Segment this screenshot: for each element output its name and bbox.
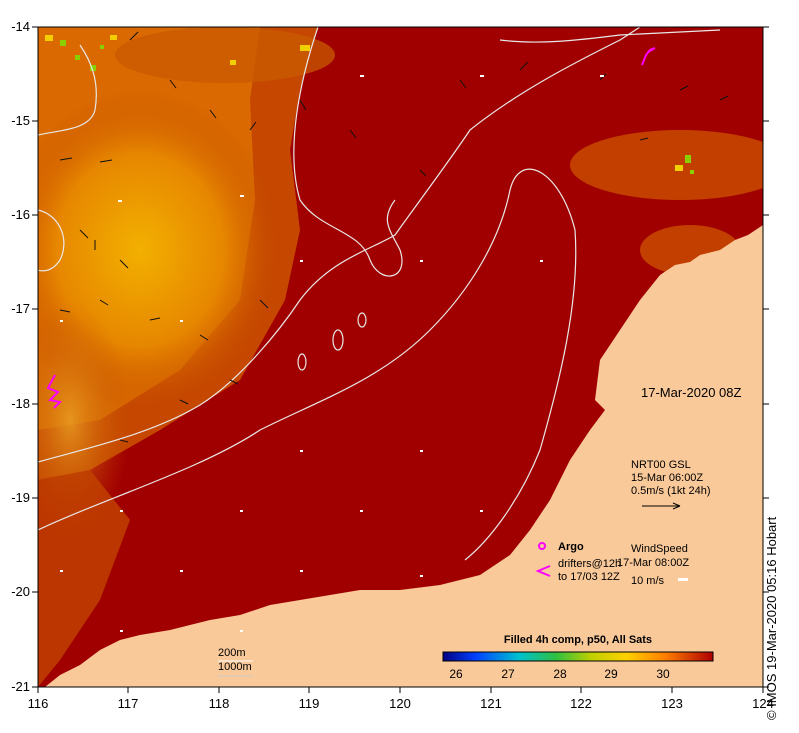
lon-tick-118: 118: [209, 696, 230, 711]
lat-tick-21: -21: [11, 679, 30, 694]
current-legend: NRT00 GSL 15-Mar 06:00Z 0.5m/s (1kt 24h): [631, 459, 710, 497]
drifter-icon: [535, 565, 551, 577]
current-legend-line-3: 0.5m/s (1kt 24h): [631, 485, 710, 497]
contour-200m: [38, 27, 641, 463]
lat-tick-17: -17: [11, 301, 30, 316]
date-label: 17-Mar-2020 08Z: [641, 385, 741, 400]
lon-tick-122: 122: [570, 696, 592, 711]
lat-tick-15: -15: [11, 113, 30, 128]
yellow-speckles: [45, 35, 683, 171]
colorbar-tick-29: 29: [604, 667, 618, 681]
colorbar-tick-30: 30: [656, 667, 670, 681]
contour-nw: [38, 44, 97, 136]
current-legend-line-2: 15-Mar 06:00Z: [631, 472, 703, 484]
warm-patch-north: [115, 27, 335, 83]
land-australia: [45, 225, 763, 687]
lat-tick-18: -18: [11, 396, 30, 411]
colorbar-title: Filled 4h comp, p50, All Sats: [504, 634, 652, 646]
current-vectors: [59, 31, 729, 443]
credit-label: © IMOS 19-Mar-2020 05:16 Hobart: [764, 516, 779, 720]
argo-legend: Argo: [538, 541, 584, 553]
wind-scale-marker: [678, 578, 688, 581]
lat-tick-14: -14: [11, 19, 30, 34]
contour-1000m: [38, 168, 577, 561]
contour-shelf: [293, 27, 403, 277]
wind-legend-line-2: 17-Mar 08:00Z: [617, 557, 689, 569]
current-legend-line-1: NRT00 GSL: [631, 459, 691, 471]
argo-icon: [538, 542, 546, 550]
colorbar-tick-27: 27: [501, 667, 515, 681]
argo-label: Argo: [558, 541, 584, 553]
contour-north: [499, 29, 721, 43]
lon-tick-117: 117: [118, 696, 139, 711]
drifter-tracks: [46, 47, 656, 409]
lon-axis: 116 117 118 119 120 121 122 123 124: [28, 696, 774, 711]
contour-legend: 200m 1000m: [218, 647, 253, 677]
wind-markers: [60, 75, 604, 632]
colorbar-tick-26: 26: [449, 667, 463, 681]
colorbar-tick-28: 28: [553, 667, 567, 681]
high-sst-speckles: [60, 40, 694, 174]
lat-tick-19: -19: [11, 490, 30, 505]
lon-tick-123: 123: [661, 696, 683, 711]
warm-patch-ne: [570, 130, 763, 200]
current-scale-arrow: [642, 502, 681, 510]
wind-legend: WindSpeed 17-Mar 08:00Z 10 m/s: [617, 543, 689, 587]
warm-water-sw: [38, 470, 130, 687]
wind-legend-line-3: 10 m/s: [631, 575, 665, 587]
lat-tick-20: -20: [11, 584, 30, 599]
lon-tick-121: 121: [480, 696, 502, 711]
bathymetry-contours: [38, 27, 721, 561]
lon-tick-120: 120: [389, 696, 411, 711]
contour-label-200m: 200m: [218, 647, 246, 659]
lat-tick-16: -16: [11, 207, 30, 222]
lon-tick-124: 124: [752, 696, 774, 711]
wind-legend-line-1: WindSpeed: [631, 543, 688, 555]
lon-tick-116: 116: [28, 696, 49, 711]
contour-label-1000m: 1000m: [218, 661, 252, 673]
drifter-legend-line-1: drifters@12h: [558, 558, 621, 570]
colorbar: Filled 4h comp, p50, All Sats 26 27 28 2…: [442, 634, 714, 681]
drifter-track-ne: [641, 47, 656, 66]
lon-tick-119: 119: [299, 696, 320, 711]
lat-axis: -14 -15 -16 -17 -18 -19 -20 -21: [11, 19, 30, 694]
axis-ticks: [32, 26, 769, 693]
drifter-legend: drifters@12h to 17/03 12Z: [535, 558, 621, 583]
drifter-track-west: [46, 374, 63, 409]
plot-area: [38, 27, 763, 687]
colorbar-gradient: [442, 651, 714, 662]
contour-west: [38, 209, 65, 272]
drifter-legend-line-2: to 17/03 12Z: [558, 571, 620, 583]
